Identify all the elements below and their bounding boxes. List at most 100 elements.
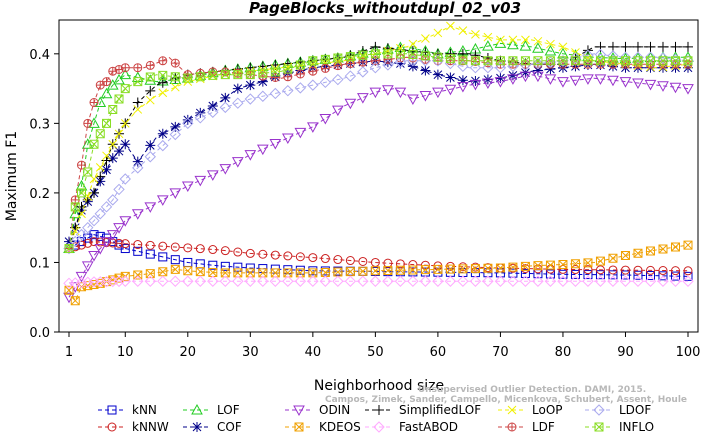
data-point-ldof (107, 194, 119, 206)
data-point-odin (519, 71, 532, 83)
data-point-knn (545, 269, 555, 279)
data-point-ldof (132, 162, 144, 174)
data-point-knn (620, 270, 630, 280)
data-point-odin (206, 170, 219, 181)
data-point-fastabod (419, 275, 432, 287)
data-point-simplifiedlof (345, 50, 356, 61)
x-axis-label: Neighborhood size (314, 378, 444, 394)
legend-marker (593, 404, 605, 416)
data-point-odin (119, 216, 132, 227)
data-point-cof (445, 72, 456, 83)
data-point-lof (113, 73, 125, 85)
data-point-inflo (245, 70, 255, 80)
data-point-odin (632, 78, 644, 90)
data-point-loop (270, 64, 280, 73)
x-tick-label: 80 (555, 345, 572, 360)
data-point-fastabod (344, 275, 357, 287)
data-point-inflo (77, 188, 87, 198)
data-point-knnw (120, 239, 130, 249)
data-point-fastabod (194, 275, 207, 287)
data-point-inflo (445, 54, 455, 64)
data-point-knn (658, 271, 668, 281)
data-point-inflo (170, 72, 180, 82)
data-point-ldof (407, 55, 419, 67)
data-point-fastabod (632, 275, 644, 287)
data-point-knnw (570, 265, 580, 275)
data-point-kdeos (245, 268, 255, 278)
series-line-ldf (68, 56, 688, 249)
legend-item-lof: LOF (183, 403, 240, 417)
data-point-kdeos (683, 240, 693, 250)
data-point-ldof (94, 208, 106, 220)
data-point-knn (633, 270, 643, 280)
data-point-inflo (108, 104, 118, 114)
data-point-inflo (89, 139, 99, 149)
data-point-ldf (133, 63, 143, 73)
data-point-fastabod (469, 275, 482, 287)
data-point-kdeos (358, 266, 368, 276)
data-point-knn (670, 271, 680, 281)
legend-label: LDF (532, 420, 555, 434)
data-point-fastabod (669, 275, 682, 287)
data-point-odin (532, 71, 544, 83)
data-point-fastabod (532, 275, 544, 287)
data-point-odin (594, 74, 607, 85)
legend-label: kNNW (132, 420, 169, 434)
data-point-cof (457, 75, 468, 86)
data-point-odin (682, 84, 694, 95)
data-point-cof (64, 236, 74, 247)
data-point-ldof (457, 60, 469, 73)
data-point-knnw (608, 265, 618, 275)
series-line-lof (68, 42, 688, 249)
data-point-odin (306, 122, 319, 133)
data-point-simplifiedlof (101, 155, 112, 166)
data-point-kdeos (620, 251, 630, 260)
data-point-ldf (77, 160, 87, 170)
data-point-knn (120, 244, 130, 254)
data-point-inflo (283, 64, 293, 74)
data-point-ldof (219, 101, 232, 114)
data-point-odin (294, 127, 307, 139)
data-point-knn (570, 269, 580, 279)
series-line-knnw (68, 241, 689, 272)
data-point-fastabod (619, 275, 632, 287)
data-point-kdeos (458, 264, 468, 274)
data-point-ldf (95, 80, 105, 90)
series-line-loop (68, 25, 689, 249)
data-point-knnw (333, 255, 343, 265)
data-point-knnw (658, 266, 668, 276)
data-point-loop (533, 36, 543, 46)
data-point-fastabod (169, 275, 182, 287)
data-point-fastabod (244, 275, 257, 287)
data-point-fastabod (294, 275, 307, 287)
data-point-loop (133, 105, 143, 114)
data-point-inflo (645, 56, 655, 66)
data-point-ldf (295, 69, 305, 79)
data-point-inflo (558, 56, 568, 66)
data-point-loop (283, 62, 293, 72)
data-point-knnw (77, 240, 87, 250)
legend-label: LoOP (532, 403, 563, 417)
data-point-odin (88, 251, 100, 262)
data-point-ldof (432, 55, 444, 67)
y-tick-label: 0.2 (29, 187, 50, 202)
data-point-odin (269, 139, 282, 150)
data-point-lof (69, 207, 82, 219)
data-point-fastabod (369, 275, 382, 287)
data-point-ldof (644, 51, 657, 64)
data-point-knnw (670, 266, 680, 276)
data-point-ldof (119, 173, 131, 185)
legend-label: INFLO (619, 420, 654, 434)
data-point-cof (207, 100, 218, 111)
data-point-knnw (620, 265, 630, 275)
legend-item-odin: ODIN (285, 403, 350, 417)
data-point-fastabod (219, 275, 232, 287)
data-point-inflo (320, 54, 330, 64)
data-point-cof (157, 128, 168, 139)
data-point-knnw (408, 260, 418, 270)
data-point-inflo (95, 129, 105, 139)
data-point-cof (495, 73, 506, 84)
data-point-inflo (258, 68, 268, 78)
data-point-knn (245, 263, 255, 273)
legend: kNN kNNW LOF COF ODIN KDEOS SimplifiedLOF FastA… (98, 403, 654, 434)
